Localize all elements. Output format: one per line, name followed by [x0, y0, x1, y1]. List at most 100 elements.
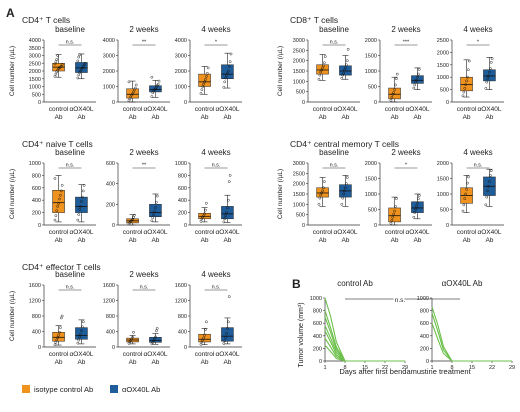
chart-title: 2 weeks	[129, 148, 158, 157]
line-chart: control Ab 0 200 400 600 800 1000 1 8 15 22 29	[310, 279, 408, 371]
x-label-treated-ab: Ab	[77, 359, 85, 366]
box-chart: 4 weeks040080012001600controlAbαOX40LAbn…	[175, 270, 242, 366]
box-chart: baseline040080012001600controlAbαOX40LAb…	[29, 270, 96, 366]
data-point	[228, 60, 232, 64]
y-tick-label: 1000	[365, 192, 377, 198]
data-point	[205, 75, 208, 78]
data-point	[205, 201, 208, 205]
data-point	[467, 175, 470, 179]
data-point	[53, 343, 57, 346]
box-treated	[411, 193, 424, 220]
box-treated	[339, 47, 352, 80]
y-tick-label: 0	[319, 359, 322, 365]
x-tick-label: 22	[382, 365, 388, 371]
data-point	[150, 95, 154, 98]
x-label-control-ab: Ab	[391, 114, 399, 121]
data-point	[199, 219, 203, 223]
data-point	[466, 181, 469, 185]
x-label-control: control	[195, 106, 215, 113]
y-tick-label: 1500	[365, 54, 377, 60]
y-tick-label: 3500	[29, 46, 41, 52]
y-tick-label: 1200	[103, 299, 115, 305]
data-point	[323, 55, 327, 58]
data-point	[222, 85, 226, 89]
x-label-treated-ab: Ab	[223, 237, 231, 244]
data-point	[205, 71, 209, 75]
box-chart: 4 weeks05001000150020002500controlAbαOX4…	[437, 25, 504, 121]
data-point	[462, 90, 466, 94]
y-tick-label: 2000	[365, 161, 377, 167]
chart-title: 4 weeks	[201, 148, 230, 157]
data-point	[55, 58, 59, 61]
y-tick-label: 0	[374, 223, 377, 229]
box-treated	[221, 174, 234, 224]
y-tick-label: 500	[440, 88, 449, 94]
data-point	[155, 329, 158, 333]
x-label-treated-ab: Ab	[413, 237, 421, 244]
data-point	[345, 63, 348, 67]
x-label-treated: αOX40L	[333, 229, 357, 236]
data-point	[80, 200, 83, 203]
x-tick-label: 29	[402, 365, 408, 371]
sig-label: n.s.	[474, 163, 483, 169]
y-axis-label: Cell number (/µL)	[277, 169, 284, 219]
chart-title: αOX40L Ab	[442, 279, 483, 288]
chart-title: 4 weeks	[201, 270, 230, 279]
data-point	[394, 205, 397, 208]
y-tick-label: 200	[420, 346, 429, 352]
chart-title: baseline	[55, 25, 85, 34]
data-point	[205, 320, 208, 324]
x-tick-label: 15	[362, 365, 368, 371]
x-label-treated: αOX40L	[405, 229, 429, 236]
x-label-control-ab: Ab	[201, 114, 209, 121]
y-axis-label: Cell number (/µL)	[277, 46, 284, 96]
chart-title: 2 weeks	[129, 270, 158, 279]
tumor-curve	[324, 344, 346, 362]
data-point	[344, 66, 347, 70]
y-tick-label: 0	[112, 100, 115, 106]
data-point	[467, 68, 470, 72]
sig-label: n.s.	[212, 285, 221, 291]
chart-title: 2 weeks	[129, 25, 158, 34]
data-point	[345, 59, 349, 62]
y-tick-label: 2000	[437, 50, 449, 56]
box-iqr	[75, 196, 88, 213]
box-treated	[75, 183, 88, 223]
x-label-treated-ab: Ab	[223, 114, 231, 121]
tumor-curve	[431, 306, 453, 362]
data-point	[225, 211, 228, 214]
y-tick-label: 500	[32, 92, 41, 98]
data-point	[489, 60, 493, 64]
y-tick-label: 500	[296, 90, 305, 96]
x-label-treated: αOX40L	[215, 229, 239, 236]
y-tick-label: 0	[38, 345, 41, 351]
chart-title: 4 weeks	[201, 25, 230, 34]
data-point	[317, 77, 321, 81]
x-label-control: control	[123, 229, 143, 236]
data-point	[81, 189, 85, 193]
data-point	[79, 333, 82, 336]
x-label-treated: αOX40L	[333, 106, 357, 113]
data-point	[463, 197, 467, 200]
data-point	[393, 88, 396, 91]
tumor-sig-label: n.s.	[395, 297, 406, 304]
data-point	[59, 193, 62, 197]
data-point	[224, 335, 227, 339]
data-point	[484, 87, 488, 90]
chart-title: 4 weeks	[463, 25, 492, 34]
y-tick-label: 800	[32, 173, 41, 179]
y-tick-label: 800	[178, 314, 187, 320]
data-point	[152, 213, 155, 216]
data-point	[489, 67, 492, 70]
data-point	[59, 189, 63, 193]
box-chart: 4 weeks02004006008001000controlAbαOX40LA…	[175, 148, 242, 244]
y-tick-label: 1600	[29, 283, 41, 289]
y-tick-label: 1000	[293, 79, 305, 85]
box-treated	[149, 327, 162, 346]
data-point	[392, 91, 395, 95]
data-point	[488, 70, 491, 74]
data-point	[154, 206, 157, 209]
sig-label: ***	[403, 40, 410, 46]
y-tick-label: 1500	[29, 77, 41, 83]
